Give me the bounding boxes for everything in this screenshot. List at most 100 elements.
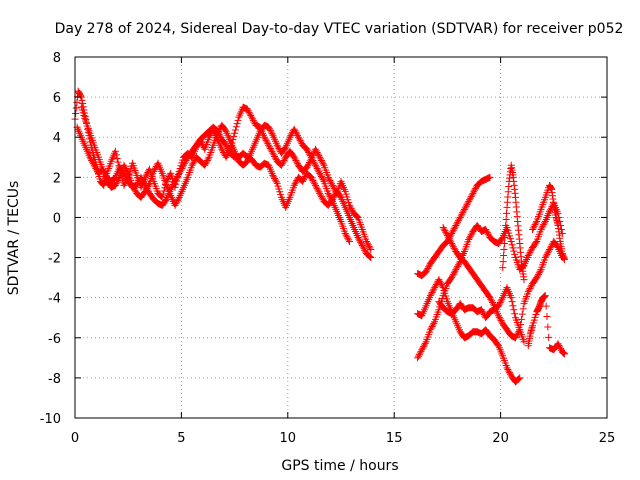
y-axis-label: SDTVAR / TECUs	[6, 181, 22, 296]
data-point	[177, 166, 185, 174]
data-point	[174, 197, 182, 205]
data-point	[506, 369, 514, 377]
data-point	[448, 240, 456, 248]
data-point	[189, 160, 197, 168]
data-point	[470, 188, 478, 196]
data-point	[137, 173, 145, 181]
data-point	[535, 269, 543, 277]
data-point	[511, 334, 519, 342]
data-point	[151, 166, 159, 174]
data-point	[483, 227, 491, 235]
data-point	[533, 274, 541, 282]
data-point	[423, 266, 431, 274]
data-point	[429, 321, 437, 329]
data-point	[311, 181, 319, 189]
data-point	[534, 270, 542, 278]
y-tick-label: 0	[53, 211, 61, 226]
data-point	[510, 306, 518, 314]
data-point	[175, 169, 183, 177]
data-point	[275, 144, 283, 152]
data-point	[231, 126, 239, 134]
data-point	[265, 141, 273, 149]
data-point	[291, 127, 299, 135]
data-point	[560, 256, 568, 264]
data-point	[316, 169, 324, 177]
data-point	[111, 181, 119, 189]
y-tick-label: 8	[53, 51, 61, 66]
data-point	[367, 246, 375, 254]
data-point	[357, 240, 365, 248]
data-point	[451, 267, 459, 275]
data-point	[467, 193, 475, 201]
data-point	[486, 294, 494, 302]
data-point	[122, 166, 130, 174]
data-point	[222, 153, 230, 161]
data-point	[243, 105, 251, 113]
data-point	[437, 279, 445, 287]
data-point	[143, 184, 151, 192]
y-tick-labels: -10 -8 -6 -4 -2 0 2 4 6 8	[40, 51, 61, 427]
data-point	[453, 220, 461, 228]
data-point	[424, 264, 432, 272]
data-point	[542, 252, 550, 260]
data-point	[542, 302, 550, 310]
data-point	[287, 132, 295, 140]
data-point	[497, 297, 505, 305]
data-point	[343, 233, 351, 241]
x-tick-label: 20	[492, 431, 509, 446]
series-track-b-evening	[414, 199, 566, 362]
data-point	[454, 217, 462, 225]
data-point	[416, 349, 424, 357]
data-point	[540, 221, 548, 229]
data-point	[305, 148, 313, 156]
x-tick-label: 25	[599, 431, 616, 446]
x-tick-label: 10	[280, 431, 297, 446]
data-point	[426, 326, 434, 334]
data-point	[286, 133, 294, 141]
data-point	[527, 283, 535, 291]
data-point	[319, 176, 327, 184]
data-point	[292, 178, 300, 186]
data-point	[79, 100, 87, 108]
data-point	[505, 367, 513, 375]
data-point	[359, 243, 367, 251]
data-point	[172, 200, 180, 208]
data-point	[487, 295, 495, 303]
data-point	[317, 173, 325, 181]
data-point	[202, 160, 210, 168]
data-point	[556, 343, 564, 351]
data-point	[317, 155, 325, 163]
data-point	[518, 310, 526, 318]
data-point	[311, 160, 319, 168]
data-point	[438, 282, 446, 290]
data-point	[545, 247, 553, 255]
data-point	[300, 174, 308, 182]
series-track-f-evening	[499, 161, 528, 284]
data-point	[354, 234, 362, 241]
data-point	[310, 158, 318, 166]
data-point	[336, 192, 344, 200]
data-point	[311, 180, 319, 188]
data-point	[419, 344, 427, 352]
data-point	[242, 159, 250, 167]
data-point	[230, 132, 238, 140]
data-point	[312, 183, 320, 191]
data-point	[342, 231, 350, 239]
data-point	[558, 229, 566, 237]
data-point	[541, 292, 549, 300]
data-point	[308, 175, 316, 183]
data-point	[222, 141, 230, 149]
data-point	[99, 181, 107, 189]
data-point	[86, 153, 94, 161]
data-point	[293, 158, 301, 166]
data-point	[501, 227, 509, 235]
data-point	[495, 313, 503, 321]
data-point	[316, 189, 324, 197]
data-point	[271, 154, 279, 162]
data-point	[290, 153, 298, 161]
data-point	[348, 206, 356, 214]
y-tick-label: 2	[53, 171, 61, 186]
data-point	[179, 163, 187, 171]
data-point	[440, 225, 448, 233]
data-point	[78, 96, 86, 104]
